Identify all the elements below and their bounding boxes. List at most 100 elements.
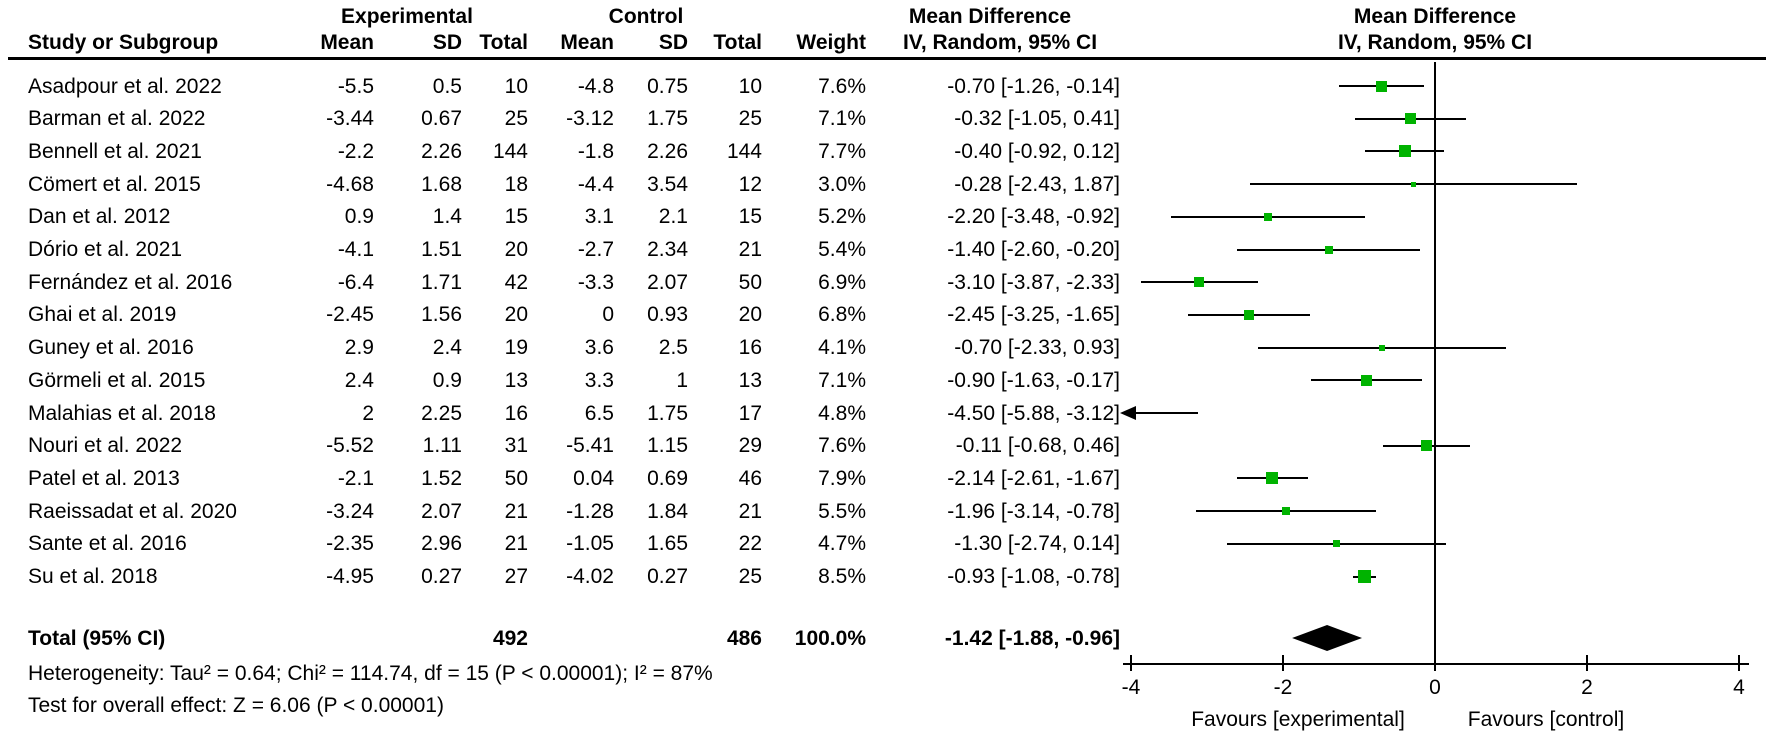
ctl-mean-cell: -1.05 xyxy=(566,532,614,556)
ctl-sd-cell: 1.15 xyxy=(647,434,688,458)
exp-mean-cell: -6.4 xyxy=(337,270,374,294)
exp-mean-cell: 0.9 xyxy=(344,205,374,229)
ci-text-cell: -0.32 [-1.05, 0.41] xyxy=(954,107,1120,131)
effect-square xyxy=(1421,440,1433,452)
total-ci-text: -1.42 [-1.88, -0.96] xyxy=(944,627,1120,650)
weight-cell: 4.1% xyxy=(818,336,866,360)
exp-total-cell: 50 xyxy=(504,466,528,490)
ctl-total-cell: 25 xyxy=(738,565,762,588)
study-row: Barman et al. 2022 -3.44 0.67 25 -3.12 1.75 25… xyxy=(0,102,1772,135)
exp-total-cell: 20 xyxy=(504,303,528,327)
exp-mean-cell: -4.95 xyxy=(326,565,374,588)
study-name: Guney et al. 2016 xyxy=(28,336,194,360)
ctl-total-column-header: Total xyxy=(713,31,762,54)
exp-sd-cell: 1.56 xyxy=(421,303,462,327)
ctl-sd-cell: 0.27 xyxy=(647,565,688,588)
exp-total-cell: 16 xyxy=(504,401,528,425)
offscale-arrow-head xyxy=(1120,406,1136,420)
exp-sd-cell: 0.5 xyxy=(432,74,462,98)
ci-text-cell: -0.28 [-2.43, 1.87] xyxy=(954,172,1120,196)
heterogeneity-stats: Heterogeneity: Tau² = 0.64; Chi² = 114.7… xyxy=(28,662,713,685)
exp-mean-cell: -2.2 xyxy=(337,139,374,163)
ci-text-cell: -0.40 [-0.92, 0.12] xyxy=(954,139,1120,163)
ctl-sd-column-header: SD xyxy=(658,31,688,54)
experimental-group-header: Experimental xyxy=(341,5,473,28)
exp-total-cell: 42 xyxy=(504,270,528,294)
ci-text-cell: -1.30 [-2.74, 0.14] xyxy=(954,532,1120,556)
weight-cell: 8.5% xyxy=(818,565,866,588)
exp-sd-cell: 0.67 xyxy=(421,107,462,131)
study-name: Ghai et al. 2019 xyxy=(28,303,177,327)
ci-text-cell: -2.20 [-3.48, -0.92] xyxy=(947,205,1120,229)
effect-square xyxy=(1194,277,1205,288)
exp-total-cell: 25 xyxy=(504,107,528,131)
ctl-total-cell: 50 xyxy=(738,270,762,294)
ctl-total-cell: 21 xyxy=(738,238,762,261)
ctl-total-cell: 17 xyxy=(738,401,762,425)
axis-tick-label: 2 xyxy=(1581,676,1593,699)
exp-sd-cell: 2.96 xyxy=(421,532,462,556)
ctl-mean-cell: 0 xyxy=(602,303,614,327)
ctl-sd-cell: 1 xyxy=(676,368,688,392)
ctl-sd-cell: 2.1 xyxy=(658,205,688,229)
weight-cell: 7.9% xyxy=(818,466,866,490)
ctl-total-cell: 29 xyxy=(738,434,762,458)
effect-square xyxy=(1324,245,1333,254)
ctl-mean-cell: 3.6 xyxy=(584,336,614,360)
effect-square xyxy=(1411,181,1417,187)
ci-text-cell: -0.11 [-0.68, 0.46] xyxy=(955,434,1120,458)
axis-tick xyxy=(1586,655,1588,671)
study-name: Bennell et al. 2021 xyxy=(28,139,202,163)
effect-square xyxy=(1398,145,1411,158)
exp-mean-cell: -5.5 xyxy=(337,74,374,98)
ctl-sd-cell: 2.07 xyxy=(647,270,688,294)
study-row: Görmeli et al. 2015 2.4 0.9 13 3.3 1 13 7.1% -0.… xyxy=(0,364,1772,397)
ci-text-cell: -2.14 [-2.61, -1.67] xyxy=(947,466,1120,490)
ctl-mean-cell: -4.4 xyxy=(577,172,614,196)
ci-text-cell: -0.93 [-1.08, -0.78] xyxy=(947,565,1120,588)
effect-square xyxy=(1243,309,1254,320)
study-column-header: Study or Subgroup xyxy=(28,31,219,54)
weight-cell: 7.7% xyxy=(818,139,866,163)
exp-mean-column-header: Mean xyxy=(320,31,374,54)
effect-square xyxy=(1332,540,1340,548)
effect-square xyxy=(1378,344,1385,351)
study-row: Fernández et al. 2016 -6.4 1.71 42 -3.3 2.07 5… xyxy=(0,266,1772,299)
exp-mean-cell: -3.44 xyxy=(326,107,374,131)
study-name: Su et al. 2018 xyxy=(28,565,158,588)
exp-mean-cell: 2.9 xyxy=(344,336,374,360)
exp-sd-cell: 1.68 xyxy=(421,172,462,196)
ctl-mean-cell: -3.3 xyxy=(577,270,614,294)
exp-sd-cell: 1.71 xyxy=(421,270,462,294)
study-name: Patel et al. 2013 xyxy=(28,466,180,490)
exp-mean-cell: 2.4 xyxy=(344,368,374,392)
study-row: Bennell et al. 2021 -2.2 2.26 144 -1.8 2.26 14… xyxy=(0,135,1772,168)
ctl-sd-cell: 0.69 xyxy=(647,466,688,490)
exp-total-cell: 10 xyxy=(504,74,528,98)
ci-text-cell: -0.70 [-1.26, -0.14] xyxy=(947,74,1120,98)
header-divider-rule xyxy=(8,57,1766,60)
ctl-total-cell: 144 xyxy=(726,139,762,163)
study-row: Patel et al. 2013 -2.1 1.52 50 0.04 0.69 46 7.9… xyxy=(0,462,1772,495)
study-name: Sante et al. 2016 xyxy=(28,532,187,556)
weight-cell: 5.4% xyxy=(818,238,866,261)
ctl-mean-cell: -4.02 xyxy=(566,565,614,588)
exp-sd-column-header: SD xyxy=(432,31,462,54)
total-weight: 100.0% xyxy=(794,627,866,650)
exp-total-cell: 27 xyxy=(504,565,528,588)
axis-tick xyxy=(1738,655,1740,671)
mean-difference-plot-title: Mean Difference xyxy=(1353,5,1517,28)
control-group-header: Control xyxy=(608,5,684,28)
exp-total-cell: 19 xyxy=(504,336,528,360)
ctl-total-cell: 22 xyxy=(738,532,762,556)
weight-cell: 7.1% xyxy=(818,368,866,392)
x-axis-line xyxy=(1123,663,1749,665)
weight-cell: 7.6% xyxy=(818,74,866,98)
ci-text-cell: -0.90 [-1.63, -0.17] xyxy=(947,368,1120,392)
axis-tick xyxy=(1434,655,1436,671)
effect-square xyxy=(1376,80,1388,92)
effect-square xyxy=(1357,570,1371,583)
study-row: Raeissadat et al. 2020 -3.24 2.07 21 -1.28 1.… xyxy=(0,495,1772,528)
ci-text-cell: -1.96 [-3.14, -0.78] xyxy=(947,499,1120,523)
